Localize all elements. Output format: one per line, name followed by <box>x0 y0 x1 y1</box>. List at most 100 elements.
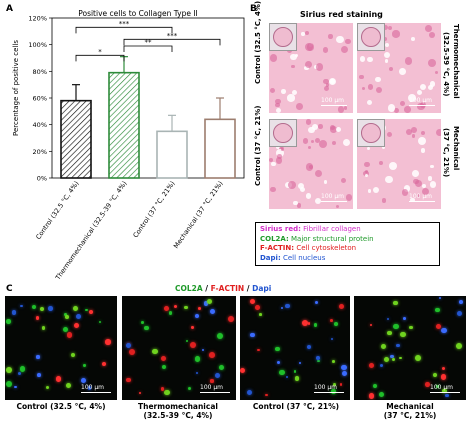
stained-cell <box>318 124 323 129</box>
fluorescent-cell <box>70 352 75 357</box>
fluorescent-cell <box>316 356 320 361</box>
fluorescent-cell <box>73 322 80 329</box>
fluorescent-cell <box>83 364 86 367</box>
stained-cell <box>301 32 305 36</box>
stained-cell <box>403 185 411 193</box>
stained-cell <box>323 78 329 84</box>
stained-cell <box>427 58 436 67</box>
y-tick-label: 0% <box>37 175 47 183</box>
stained-cell <box>411 170 419 177</box>
stained-cell <box>269 157 274 163</box>
stained-cell <box>363 170 369 177</box>
stained-cell <box>367 83 374 90</box>
stained-cell <box>314 169 322 177</box>
stained-cell <box>330 126 337 133</box>
fluorescent-cell <box>302 320 309 326</box>
fluorescent-cell <box>298 361 302 365</box>
fluorescence-title: COL2A / F-ACTIN / Dapi <box>175 284 272 293</box>
fluorescent-cell <box>228 316 235 323</box>
fluorescent-cell <box>396 343 401 348</box>
significance-label: ** <box>145 39 153 47</box>
stained-cell <box>331 140 336 146</box>
stained-cell <box>305 60 313 68</box>
fluorescent-cell <box>164 306 170 312</box>
stained-cell <box>405 129 412 136</box>
fluorescent-cell <box>390 354 394 359</box>
stained-cell <box>336 204 340 208</box>
stained-cell <box>318 140 327 149</box>
fluorescent-cell <box>441 327 447 334</box>
scale-bar <box>200 392 230 393</box>
stained-cell <box>340 45 348 53</box>
fluorescent-cell <box>275 346 280 351</box>
fluorescent-cell <box>129 349 136 356</box>
scale-bar-label: 100 μm <box>314 384 338 391</box>
fluorescent-cell <box>101 362 107 367</box>
fluorescent-cell <box>370 323 373 326</box>
stained-cell <box>322 47 329 53</box>
stained-cell <box>367 146 371 151</box>
significance-label: *** <box>119 20 130 28</box>
stained-cell <box>429 181 437 188</box>
stained-cell <box>328 78 337 86</box>
stained-cell <box>420 83 427 90</box>
fluorescent-cell <box>294 376 299 381</box>
fl-caption-4: Mechanical (37 °C, 21%) <box>383 402 437 420</box>
stained-cell <box>305 193 311 199</box>
stained-cell <box>280 147 285 152</box>
fluorescent-cell <box>72 306 78 312</box>
fluorescent-cell <box>141 321 144 325</box>
stain-right-label-1-line2: (32.5-39 °C, 4%) <box>442 32 450 97</box>
fluorescence-image: 100 μm <box>240 296 350 400</box>
fluorescent-cell <box>432 372 437 377</box>
fluorescent-cell <box>41 326 46 330</box>
inset-sample-disc <box>361 27 381 47</box>
stained-cell <box>341 178 347 184</box>
stained-cell <box>375 77 381 83</box>
fluorescent-cell <box>384 357 390 363</box>
stained-cell <box>385 175 393 183</box>
fluorescent-cell <box>435 307 440 313</box>
stained-cell <box>394 108 400 113</box>
fluorescence-image: 100 μm <box>122 296 236 400</box>
stained-cell <box>427 176 433 181</box>
fluorescent-cell <box>440 374 447 380</box>
fluorescent-cell <box>379 391 385 397</box>
stained-cell <box>296 203 302 208</box>
fluorescent-cell <box>20 304 23 308</box>
fluorescent-cell <box>307 344 311 349</box>
scale-bar-label: 100 μm <box>409 97 433 104</box>
stained-cell <box>387 131 393 137</box>
fluorescent-cell <box>435 384 439 388</box>
fluorescent-cell <box>81 377 87 383</box>
x-tick-label: Mechanical (37 °C, 21%) <box>172 180 225 250</box>
fluorescent-cell <box>85 308 88 311</box>
panel-letter-c: C <box>6 284 13 294</box>
fluorescent-cell <box>188 386 192 390</box>
fluorescent-cell <box>87 386 92 390</box>
stained-cell <box>304 65 309 71</box>
fluorescent-cell <box>63 313 67 317</box>
y-axis-label: Percentage of positive cells <box>12 40 20 136</box>
significance-bracket <box>75 54 125 62</box>
fluorescent-cell <box>277 361 281 365</box>
scale-bar-label: 100 μm <box>430 384 454 391</box>
fluorescent-cell <box>436 324 441 329</box>
stained-cell <box>305 163 313 171</box>
fluorescent-cell <box>184 305 188 310</box>
stained-cell <box>310 139 314 143</box>
stained-cell <box>407 94 416 103</box>
stained-cell <box>364 173 368 177</box>
stained-cell <box>400 100 406 106</box>
fluorescent-cell <box>48 305 53 311</box>
scale-bar <box>409 201 435 202</box>
significance-label: * <box>98 48 102 56</box>
fluorescent-cell <box>19 365 26 372</box>
stained-cell <box>425 25 432 33</box>
fluorescent-cell <box>214 372 220 378</box>
stained-cell <box>382 146 386 150</box>
stained-cell <box>336 35 344 43</box>
stained-cell <box>399 68 406 76</box>
stain-row-label-1: Control (32.5 °C, 4%) <box>254 0 262 84</box>
fluorescent-cell <box>403 316 407 320</box>
